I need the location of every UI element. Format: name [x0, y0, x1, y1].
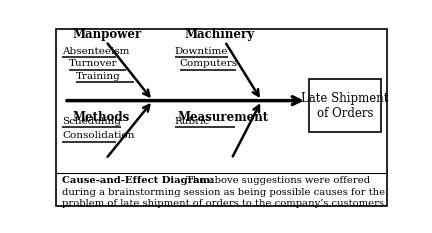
Text: during a brainstorming session as being possible causes for the: during a brainstorming session as being …	[62, 188, 385, 197]
Text: Machinery: Machinery	[184, 28, 255, 41]
Text: Late Shipment
of Orders: Late Shipment of Orders	[302, 92, 389, 120]
Text: Rubric: Rubric	[175, 117, 210, 126]
Text: Training: Training	[76, 72, 121, 81]
Bar	[309, 79, 381, 132]
Text: Scheduling: Scheduling	[62, 117, 121, 126]
Text: Cause-and-Effect Diagram:: Cause-and-Effect Diagram:	[62, 176, 214, 185]
Text: Consolidation: Consolidation	[62, 131, 135, 140]
Text: Absenteeism: Absenteeism	[62, 47, 130, 56]
Text: problem of late shipment of orders to the company’s customers.: problem of late shipment of orders to th…	[62, 199, 388, 208]
Text: Turnover: Turnover	[69, 59, 118, 68]
Text: Methods: Methods	[73, 111, 130, 124]
Text: Computers: Computers	[180, 59, 238, 68]
Text: Manpower: Manpower	[73, 28, 142, 41]
Text: Downtime: Downtime	[175, 47, 228, 56]
Text: Measurement: Measurement	[178, 111, 269, 124]
Text: The above suggestions were offered: The above suggestions were offered	[180, 176, 370, 185]
